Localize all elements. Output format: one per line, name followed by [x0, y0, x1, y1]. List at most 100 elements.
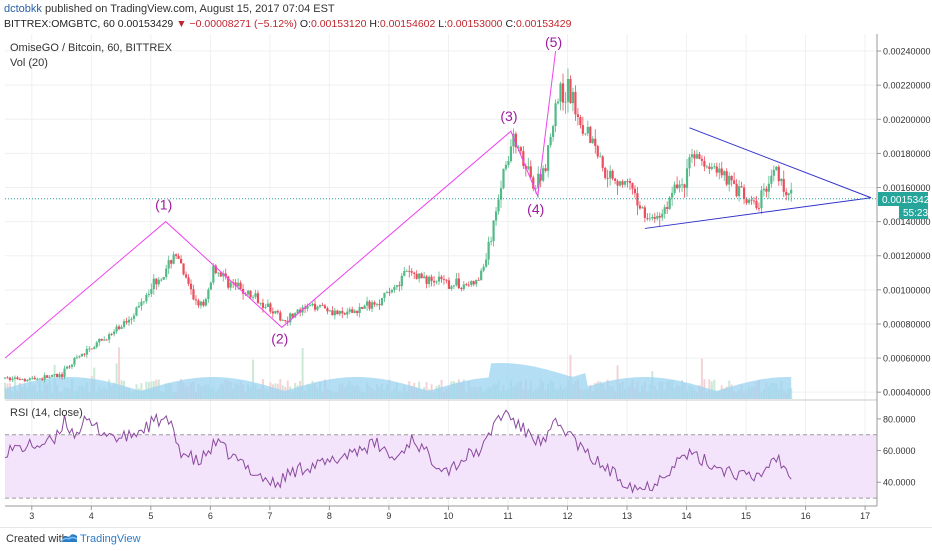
price-tick-label: 0.00140000 [883, 217, 931, 227]
rsi-axis[interactable]: 80.0000 60.0000 40.0000 [877, 414, 916, 488]
candle-body [628, 181, 632, 184]
price-axis[interactable]: 0.00240000 0.00220000 0.00200000 0.00180000… [877, 47, 931, 398]
candle-body [482, 266, 485, 271]
candle-body [606, 177, 609, 179]
candle-body [480, 270, 483, 281]
price-change: −0.00008271 (−5.12%) [189, 18, 297, 30]
candle-body [23, 379, 26, 382]
time-tick-label: 6 [208, 511, 213, 521]
candle-body [113, 331, 116, 335]
candle-body [127, 319, 131, 323]
candle-body [18, 379, 21, 380]
time-tick-label: 11 [503, 511, 512, 521]
candle-body [103, 339, 106, 341]
candle-body [323, 305, 327, 309]
candle-body [601, 156, 604, 168]
price-tick-label: 0.00160000 [883, 183, 931, 193]
candle-body [172, 254, 175, 264]
candle-body [286, 320, 289, 323]
candle-body [641, 207, 644, 209]
candle-body [698, 154, 701, 159]
candle-body [311, 303, 314, 306]
candle-body [259, 302, 262, 304]
price-tick-label: 0.00100000 [883, 285, 931, 295]
candle-body [596, 145, 599, 157]
candle-body [279, 312, 282, 321]
candle-body [75, 357, 79, 359]
candle-body [742, 187, 746, 199]
candle-body [609, 170, 612, 179]
candle-body [708, 166, 711, 169]
candle-body [532, 177, 535, 189]
candle-body [494, 211, 498, 221]
candle-body [162, 277, 165, 280]
candle-body [651, 217, 654, 219]
candle-body [420, 273, 423, 279]
candle-body [33, 377, 36, 380]
time-tick-label: 7 [267, 511, 272, 521]
candle-body [234, 282, 237, 287]
candle-body [423, 276, 426, 279]
candle-body [676, 184, 679, 189]
candle-body [527, 166, 530, 169]
candle-body [251, 296, 255, 298]
time-axis[interactable]: 3 4 5 6 7 8 9 10 11 12 13 14 15 16 17 [29, 506, 870, 521]
time-tick-label: 16 [801, 511, 811, 521]
tradingview-logo-icon[interactable] [60, 531, 78, 545]
down-arrow-icon: ▼ [176, 18, 187, 30]
footer-bar: Created with TradingView [0, 527, 932, 551]
candle-body [246, 290, 250, 295]
candle-body [393, 286, 396, 291]
author-name[interactable]: dctobkk [4, 3, 42, 15]
candle-body [777, 166, 780, 182]
candle-body [48, 376, 51, 378]
candle-body [787, 193, 790, 196]
volume-bar [700, 358, 703, 399]
volume-legend[interactable]: Vol (20) [10, 57, 48, 69]
candle-body [760, 190, 763, 209]
candle-body [569, 79, 572, 104]
candle-body [656, 215, 659, 219]
close-label: C: [505, 18, 516, 30]
candle-body [289, 313, 292, 323]
ohlc-header: BITTREX:OMGBTC, 60 0.00153429 ▼ −0.00008… [4, 18, 571, 30]
time-tick-label: 12 [562, 511, 572, 521]
publish-header: dctobkk published on TradingView.com, Au… [4, 3, 335, 15]
candle-body [351, 309, 354, 313]
chart-canvas[interactable]: (1)(2)(3)(4)(5) 0.002400000.002200000.00… [0, 0, 932, 527]
tradingview-brand[interactable]: TradingView [80, 533, 141, 545]
candle-body [380, 297, 384, 306]
candle-body [460, 288, 463, 289]
time-tick-label: 14 [682, 511, 692, 521]
price-tick-label: 0.00040000 [883, 388, 931, 398]
triangle-upper-line [689, 127, 872, 199]
candle-body [13, 377, 17, 379]
wave-label: (5) [545, 34, 562, 50]
candle-body [514, 133, 517, 148]
candle-body [457, 278, 460, 289]
candle-body [678, 184, 681, 189]
candle-body [135, 307, 138, 316]
candle-body [780, 178, 783, 182]
candle-body [117, 326, 121, 329]
candle-body [770, 175, 773, 184]
pair-legend[interactable]: OmiseGO / Bitcoin, 60, BITTREX [10, 42, 173, 54]
candle-body [571, 91, 575, 104]
candle-body [21, 379, 24, 380]
wave-label: (2) [271, 330, 288, 346]
last-price-tag-label: 0.00153429 [882, 195, 932, 206]
high-label: H: [369, 18, 380, 30]
rsi-legend[interactable]: RSI (14, close) [10, 407, 83, 419]
time-tick-label: 13 [622, 511, 632, 521]
candle-body [43, 375, 46, 380]
candle-body [623, 181, 627, 185]
candle-body [321, 305, 324, 307]
candle-body [621, 181, 624, 185]
candle-body [688, 157, 691, 169]
candle-body [710, 167, 713, 169]
candle-body [254, 293, 257, 297]
grid-lines [5, 34, 877, 506]
candle-body [504, 164, 508, 169]
pattern-overlays: (1) (2) (3) (4) (5) [4, 34, 877, 359]
candle-body [3, 377, 7, 379]
